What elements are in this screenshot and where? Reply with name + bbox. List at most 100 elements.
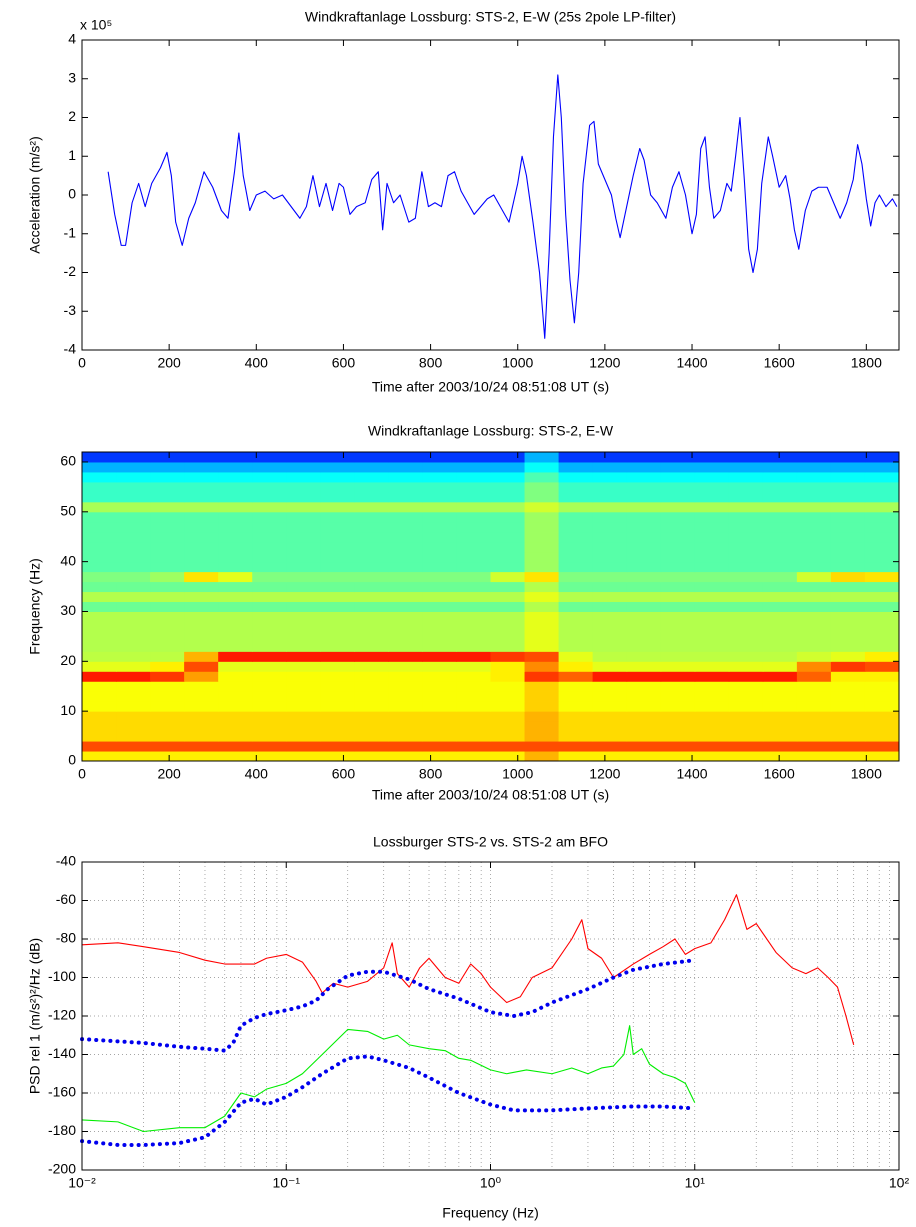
heatmap-cell xyxy=(490,501,526,513)
heatmap-cell xyxy=(252,561,287,573)
heatmap-cell xyxy=(320,521,355,533)
y-axis-label: Acceleration (m/s²) xyxy=(27,136,43,253)
heatmap-cell xyxy=(830,631,866,642)
y-tick-label: 0 xyxy=(68,752,76,768)
heatmap-cell xyxy=(252,551,287,563)
heatmap-cell xyxy=(82,601,117,612)
heatmap-cell xyxy=(116,591,151,603)
heatmap-cell xyxy=(864,491,900,503)
heatmap-cell xyxy=(660,461,696,473)
heatmap-cell xyxy=(592,452,628,463)
y-tick-label: 2 xyxy=(68,108,76,124)
heatmap-cell xyxy=(388,511,423,523)
heatmap-cell xyxy=(456,541,491,553)
chart-title: Windkraftanlage Lossburg: STS-2, E-W (25… xyxy=(305,9,676,25)
heatmap-cell xyxy=(422,681,457,692)
heatmap-cell xyxy=(116,681,151,692)
heatmap-cell xyxy=(252,541,287,553)
heatmap-cell xyxy=(252,671,287,682)
heatmap-cell xyxy=(286,541,321,553)
heatmap-cell xyxy=(864,611,900,622)
heatmap-cell xyxy=(354,721,389,732)
heatmap-cell xyxy=(694,471,730,483)
heatmap-cell xyxy=(456,491,491,503)
heatmap-cell xyxy=(150,581,185,593)
heatmap-cell xyxy=(728,481,764,493)
heatmap-cell xyxy=(184,581,219,593)
heatmap-cell xyxy=(82,481,117,493)
heatmap-cell xyxy=(796,651,832,662)
heatmap-cell xyxy=(558,611,594,622)
heatmap-cell xyxy=(490,571,526,583)
heatmap-cell xyxy=(184,631,219,642)
heatmap-cell xyxy=(320,511,355,523)
heatmap-cell xyxy=(354,591,389,603)
heatmap-cell xyxy=(320,631,355,642)
x-tick-label: 1800 xyxy=(851,766,882,782)
heatmap-cell xyxy=(558,521,594,533)
heatmap-cell xyxy=(116,491,151,503)
heatmap-cell xyxy=(762,591,798,603)
x-tick-label: 1000 xyxy=(502,766,533,782)
heatmap-cell xyxy=(422,621,457,632)
heatmap-cell xyxy=(456,501,491,513)
heatmap-cell xyxy=(320,751,355,762)
heatmap-cell xyxy=(660,581,696,593)
heatmap-cell xyxy=(524,581,560,593)
heatmap-cell xyxy=(116,551,151,563)
heatmap-cell xyxy=(388,681,423,692)
heatmap-cell xyxy=(286,691,321,702)
heatmap-cell xyxy=(660,701,696,712)
x-tick-label: 1600 xyxy=(764,766,795,782)
heatmap-cell xyxy=(558,671,594,682)
heatmap-cell xyxy=(286,661,321,672)
heatmap-cell xyxy=(660,641,696,652)
heatmap-cell xyxy=(490,651,526,662)
heatmap-cell xyxy=(184,561,219,573)
heatmap-cell xyxy=(252,511,287,523)
heatmap-cell xyxy=(388,531,423,543)
heatmap-cell xyxy=(762,631,798,642)
heatmap-cell xyxy=(558,551,594,563)
heatmap-cell xyxy=(796,531,832,543)
heatmap-cell xyxy=(252,711,287,722)
heatmap-cell xyxy=(388,481,423,493)
heatmap-cell xyxy=(456,641,491,652)
y-tick-label: -1 xyxy=(64,224,77,240)
heatmap-cell xyxy=(354,511,389,523)
heatmap-cell xyxy=(116,601,151,612)
heatmap-cell xyxy=(830,531,866,543)
heatmap-cell xyxy=(286,571,321,583)
heatmap-cell xyxy=(626,531,662,543)
heatmap-cell xyxy=(218,711,253,722)
heatmap-cell xyxy=(286,621,321,632)
heatmap-cell xyxy=(422,511,457,523)
heatmap-cell xyxy=(286,481,321,493)
heatmap-cell xyxy=(82,621,117,632)
heatmap-cell xyxy=(694,661,730,672)
heatmap-cell xyxy=(830,571,866,583)
heatmap-cell xyxy=(830,521,866,533)
heatmap-cell xyxy=(524,481,560,493)
heatmap-cell xyxy=(456,581,491,593)
heatmap-cell xyxy=(116,461,151,473)
heatmap-cell xyxy=(524,711,560,722)
heatmap-cell xyxy=(388,641,423,652)
heatmap-cell xyxy=(864,591,900,603)
heatmap-cell xyxy=(796,452,832,463)
heatmap-cell xyxy=(490,471,526,483)
x-tick-label: 1600 xyxy=(764,355,795,371)
heatmap-cell xyxy=(558,701,594,712)
heatmap-cell xyxy=(830,551,866,563)
heatmap-cell xyxy=(82,521,117,533)
heatmap-cell xyxy=(116,691,151,702)
heatmap-cell xyxy=(218,491,253,503)
heatmap-cell xyxy=(660,721,696,732)
heatmap-cell xyxy=(762,541,798,553)
y-tick-label: -100 xyxy=(48,968,76,984)
heatmap-cell xyxy=(456,601,491,612)
heatmap-cell xyxy=(524,601,560,612)
heatmap-cell xyxy=(320,491,355,503)
heatmap-cell xyxy=(796,631,832,642)
